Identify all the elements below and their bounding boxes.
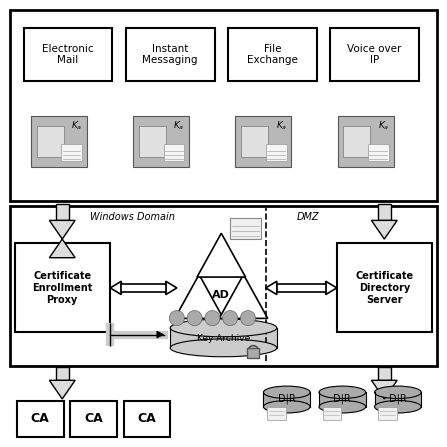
Circle shape: [187, 311, 202, 326]
FancyBboxPatch shape: [17, 401, 63, 437]
Ellipse shape: [375, 401, 421, 413]
Ellipse shape: [263, 386, 310, 399]
Text: D|R: D|R: [278, 393, 295, 404]
FancyBboxPatch shape: [61, 144, 82, 161]
FancyBboxPatch shape: [378, 203, 391, 220]
FancyBboxPatch shape: [266, 144, 287, 161]
FancyBboxPatch shape: [368, 144, 389, 161]
Circle shape: [240, 311, 256, 326]
Polygon shape: [166, 281, 177, 295]
Text: Electronic
Mail: Electronic Mail: [42, 44, 94, 66]
Text: D|R: D|R: [389, 393, 407, 404]
Polygon shape: [49, 380, 75, 399]
Polygon shape: [219, 274, 268, 318]
Polygon shape: [157, 331, 164, 338]
FancyBboxPatch shape: [10, 10, 437, 201]
Ellipse shape: [319, 401, 366, 413]
FancyBboxPatch shape: [170, 328, 277, 348]
Circle shape: [205, 311, 220, 326]
FancyBboxPatch shape: [267, 407, 286, 420]
Text: Instant
Messaging: Instant Messaging: [143, 44, 198, 66]
Ellipse shape: [170, 319, 277, 337]
FancyBboxPatch shape: [31, 116, 87, 167]
Polygon shape: [175, 274, 224, 318]
Polygon shape: [110, 281, 121, 295]
Polygon shape: [197, 233, 245, 277]
Text: CA: CA: [137, 413, 156, 426]
FancyBboxPatch shape: [343, 126, 370, 157]
FancyBboxPatch shape: [121, 284, 166, 292]
FancyBboxPatch shape: [323, 407, 341, 420]
FancyBboxPatch shape: [378, 367, 391, 380]
Ellipse shape: [319, 386, 366, 399]
Text: CA: CA: [31, 413, 50, 426]
FancyBboxPatch shape: [378, 407, 397, 420]
FancyBboxPatch shape: [277, 284, 326, 292]
Circle shape: [169, 311, 185, 326]
Text: DMZ: DMZ: [297, 212, 319, 222]
Text: Windows Domain: Windows Domain: [90, 212, 175, 222]
FancyBboxPatch shape: [337, 244, 432, 332]
Text: Certificate
Enrollment
Proxy: Certificate Enrollment Proxy: [32, 271, 93, 304]
Polygon shape: [49, 220, 75, 239]
Ellipse shape: [263, 401, 310, 413]
Text: $K_a$: $K_a$: [71, 119, 83, 132]
FancyBboxPatch shape: [337, 116, 394, 167]
FancyBboxPatch shape: [236, 116, 291, 167]
Text: $K_a$: $K_a$: [173, 119, 185, 132]
Text: $K_a$: $K_a$: [275, 119, 287, 132]
FancyBboxPatch shape: [123, 401, 170, 437]
FancyBboxPatch shape: [241, 126, 268, 157]
Polygon shape: [371, 220, 397, 239]
Text: Voice over
IP: Voice over IP: [347, 44, 402, 66]
FancyBboxPatch shape: [126, 28, 215, 81]
FancyBboxPatch shape: [164, 144, 185, 161]
FancyBboxPatch shape: [10, 206, 437, 366]
FancyBboxPatch shape: [55, 367, 69, 380]
FancyBboxPatch shape: [230, 218, 261, 239]
Text: AD: AD: [212, 291, 230, 300]
FancyBboxPatch shape: [15, 244, 110, 332]
FancyBboxPatch shape: [247, 348, 259, 358]
FancyBboxPatch shape: [319, 392, 366, 407]
Text: File
Exchange: File Exchange: [247, 44, 298, 66]
Polygon shape: [371, 380, 397, 399]
Ellipse shape: [170, 339, 277, 357]
FancyBboxPatch shape: [139, 126, 166, 157]
FancyBboxPatch shape: [330, 28, 419, 81]
Text: Certificate
Directory
Server: Certificate Directory Server: [355, 271, 413, 304]
Polygon shape: [326, 281, 337, 295]
FancyBboxPatch shape: [133, 116, 189, 167]
FancyBboxPatch shape: [228, 28, 317, 81]
Polygon shape: [49, 239, 75, 258]
Ellipse shape: [375, 386, 421, 399]
FancyBboxPatch shape: [24, 28, 113, 81]
Text: D|R: D|R: [333, 393, 351, 404]
FancyBboxPatch shape: [375, 392, 421, 407]
Text: CA: CA: [84, 413, 103, 426]
FancyBboxPatch shape: [263, 392, 310, 407]
Circle shape: [223, 311, 238, 326]
FancyBboxPatch shape: [70, 401, 117, 437]
Polygon shape: [266, 281, 277, 295]
Text: Key Archive: Key Archive: [197, 334, 250, 343]
FancyBboxPatch shape: [37, 126, 63, 157]
Text: $K_a$: $K_a$: [378, 119, 389, 132]
FancyBboxPatch shape: [55, 203, 69, 220]
